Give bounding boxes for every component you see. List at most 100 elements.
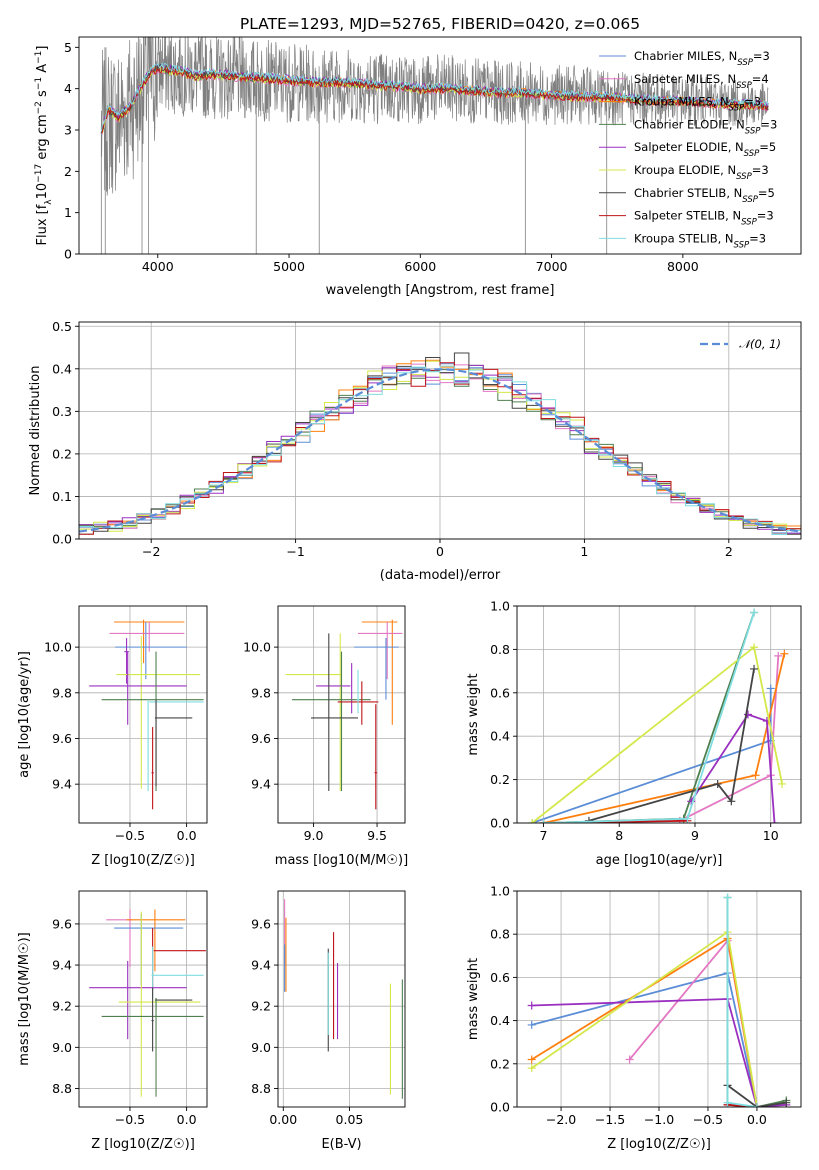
mass-weight-marker (723, 893, 732, 902)
y-tick-label: 9.2 (52, 999, 72, 1014)
mass-weight-marker (727, 797, 736, 806)
y-tick-label: 9.2 (251, 999, 271, 1014)
x-axis-label: Z [log10(Z/Z☉)] (607, 1137, 711, 1152)
y-tick-label: 0.4 (490, 729, 510, 744)
legend-label-tail: =3 (757, 209, 774, 223)
legend-label-main: Kroupa ELODIE, N (634, 163, 736, 177)
plot-area-spectrum (100, 37, 769, 254)
legend-label-main: Kroupa STELIB, N (634, 231, 734, 245)
axes-frame (78, 890, 208, 1108)
x-tick-label: 1 (580, 544, 588, 559)
y-tick-label: 9.4 (251, 958, 271, 973)
y-tick-label: 0.6 (490, 685, 510, 700)
mass-weight-marker (766, 684, 775, 693)
legend-label-main: Salpeter MILES, N (634, 72, 736, 86)
x-tick-label: −2.0 (546, 1112, 576, 1127)
y-tick-label: 9.6 (251, 731, 271, 746)
panel-age_vs_mass: 9.0 9.5 9.4 9.6 9.8 10.0 mass [log10(M/M☉)] (243, 605, 408, 868)
mass-weight-marker (527, 1055, 536, 1064)
y-axis-label: mass weight (466, 958, 481, 1040)
y-tick-label: 0.6 (490, 970, 510, 985)
y-tick-label: 10.0 (44, 640, 72, 655)
legend-label-sub: SSP (736, 81, 752, 91)
legend-label: Salpeter STELIB, NSSP=3 (634, 209, 774, 228)
legend-label-main: Kroupa MILES, N (634, 95, 729, 109)
mass-weight-marker (527, 1001, 536, 1010)
residual-legend: 𝒩(0, 1) (700, 337, 781, 351)
panel-massweight_vs_Z: −2.0 −1.5 −1.0 −0.5 0.0 0.0 0.2 0.4 0.6 0.8 1.0 Z [… (466, 884, 802, 1152)
x-tick-label: 2 (725, 544, 733, 559)
x-tick-label: 7 (540, 828, 548, 843)
x-tick-label: 5000 (273, 259, 305, 274)
legend-label-main: Chabrier ELODIE, N (634, 117, 745, 131)
model-spectrum-line (100, 61, 769, 132)
x-tick-label: 9.0 (304, 828, 324, 843)
y-tick-label: 0 (64, 247, 72, 262)
y-tick-label: 1.0 (490, 599, 510, 614)
mass-weight-marker (770, 819, 779, 823)
y-tick-label: 0.2 (52, 446, 72, 461)
legend-label: Chabrier STELIB, NSSP=5 (634, 186, 775, 205)
mass-weight-marker (750, 643, 759, 652)
x-tick-label: 8000 (667, 259, 699, 274)
legend-label-sub: SSP (729, 104, 745, 114)
legend-label: Salpeter MILES, NSSP=4 (634, 72, 769, 91)
y-tick-label: 9.4 (52, 777, 72, 792)
legend-label-sub: SSP (744, 149, 760, 159)
y-tick-label: 0.0 (490, 1100, 510, 1115)
y-label-part: 10 (35, 183, 50, 200)
y-tick-label: 0.2 (490, 772, 510, 787)
y-label-part: erg cm (35, 114, 50, 163)
mass-weight-marker (750, 664, 759, 673)
mass-weight-marker (528, 819, 537, 823)
panel-spectrum: 4000 5000 6000 7000 8000 0 1 2 3 4 5 Chabrier MILES… (34, 36, 802, 298)
plot-area-massweight_vs_Z (527, 893, 791, 1107)
x-tick-label: 4000 (142, 259, 174, 274)
y-tick-label: 9.4 (251, 777, 271, 792)
y-tick-label: 2 (64, 164, 72, 179)
mass-weight-line (531, 998, 787, 1107)
legend-label-tail: =3 (749, 231, 766, 245)
y-label-part: λ (44, 199, 54, 205)
mass-weight-marker (683, 814, 692, 823)
mass-weight-marker (723, 1098, 732, 1107)
y-tick-label: 0.1 (52, 489, 72, 504)
legend-label-sub: SSP (737, 58, 753, 68)
legend-label: Chabrier MILES, NSSP=3 (634, 49, 770, 68)
mass-weight-marker (751, 771, 760, 780)
legend-label-tail: =5 (759, 140, 776, 154)
x-tick-label: 9.5 (367, 828, 387, 843)
x-tick-label: 0 (436, 544, 444, 559)
axes-frame (516, 890, 802, 1108)
y-tick-label: 8.8 (52, 1081, 72, 1096)
legend-label-tail: =3 (752, 163, 769, 177)
x-axis-label: age [log10(age/yr)] (596, 853, 723, 868)
x-tick-label: 10 (763, 828, 779, 843)
mass-weight-line (531, 930, 758, 1107)
y-tick-label: 9.8 (52, 685, 72, 700)
x-axis-label: wavelength [Angstrom, rest frame] (326, 283, 555, 298)
mass-weight-marker (527, 1020, 536, 1029)
y-tick-label: 9.6 (52, 916, 72, 931)
y-tick-label: 0.2 (490, 1056, 510, 1071)
legend-label-tail: =3 (744, 95, 761, 109)
x-axis-label: mass [log10(M/M☉)] (275, 853, 408, 868)
legend-label-sub: SSP (736, 172, 752, 182)
y-tick-label: 9.0 (52, 1040, 72, 1055)
axes-frame (78, 605, 208, 824)
y-tick-label: 0.0 (52, 532, 72, 547)
mass-weight-marker (778, 779, 787, 788)
mass-weight-marker (625, 1055, 634, 1064)
mass-weight-marker (750, 608, 759, 617)
y-tick-label: 4 (64, 81, 72, 96)
y-label-part: −1 (34, 51, 44, 64)
x-tick-label: 0.0 (177, 1112, 197, 1127)
x-tick-label: −0.5 (115, 828, 145, 843)
mass-weight-line (727, 1084, 787, 1107)
legend-label-sub: SSP (742, 195, 758, 205)
y-tick-label: 9.0 (251, 1040, 271, 1055)
legend-label: 𝒩(0, 1) (739, 337, 781, 351)
panels: 4000 5000 6000 7000 8000 0 1 2 3 4 5 Chabrier MILES… (17, 36, 802, 1152)
